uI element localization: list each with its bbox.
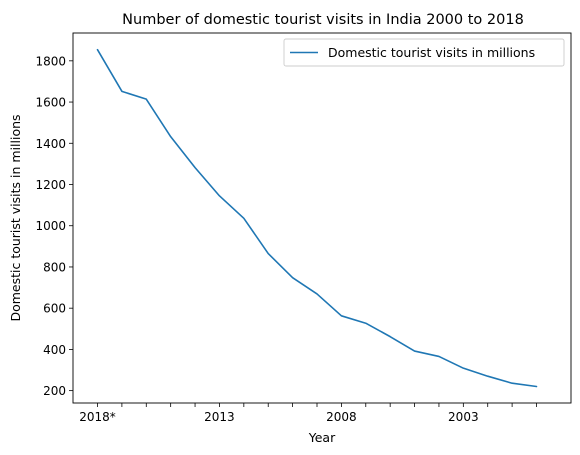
legend-label: Domestic tourist visits in millions [328, 45, 535, 60]
x-tick-label: 2008 [326, 410, 357, 424]
y-tick-label: 1800 [35, 54, 66, 68]
series-line [98, 50, 537, 387]
y-tick-label: 400 [43, 343, 66, 357]
legend: Domestic tourist visits in millions [284, 39, 564, 66]
y-tick-label: 800 [43, 260, 66, 274]
x-axis: 2018* 2013 2008 2003 [79, 403, 536, 424]
x-tick-label: 2003 [448, 410, 479, 424]
chart-title: Number of domestic tourist visits in Ind… [122, 12, 524, 28]
y-tick-label: 1400 [35, 137, 66, 151]
y-tick-label: 600 [43, 302, 66, 316]
x-axis-label: Year [308, 430, 336, 445]
y-axis: 200 400 600 800 1000 1200 1400 1600 1800 [35, 54, 73, 398]
x-tick-label: 2013 [204, 410, 235, 424]
y-tick-label: 1200 [35, 178, 66, 192]
x-tick-label: 2018* [79, 410, 116, 424]
y-tick-label: 200 [43, 384, 66, 398]
y-tick-label: 1600 [35, 96, 66, 110]
y-axis-label: Domestic tourist visits in millions [8, 114, 23, 321]
y-tick-label: 1000 [35, 219, 66, 233]
plot-frame [73, 33, 571, 403]
